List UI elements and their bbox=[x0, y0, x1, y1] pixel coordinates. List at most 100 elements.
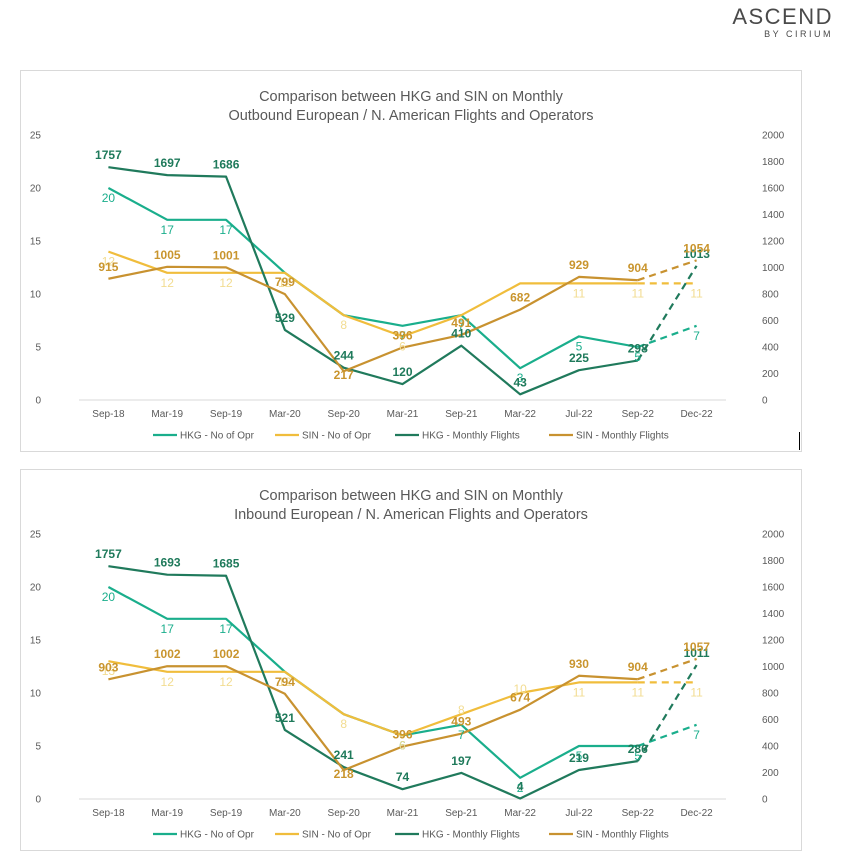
data-label: 1686 bbox=[213, 158, 240, 172]
data-label: 218 bbox=[334, 767, 354, 781]
data-label: 241 bbox=[334, 748, 354, 762]
left-axis-tick-label: 25 bbox=[30, 530, 42, 541]
legend-label: SIN - No of Opr bbox=[302, 431, 372, 442]
x-axis-tick-label: Sep-22 bbox=[622, 808, 655, 819]
data-label: 1685 bbox=[213, 557, 240, 571]
x-axis-tick-label: Mar-20 bbox=[269, 808, 301, 819]
data-label: 1013 bbox=[683, 247, 710, 261]
right-axis-tick-label: 1200 bbox=[762, 237, 785, 248]
data-label: 915 bbox=[98, 260, 118, 274]
left-axis-tick-label: 0 bbox=[35, 396, 41, 407]
series-line bbox=[108, 665, 638, 772]
series-line bbox=[107, 586, 638, 779]
outbound-chart: Comparison between HKG and SIN on Monthl… bbox=[30, 89, 785, 442]
right-axis-tick-label: 600 bbox=[762, 316, 779, 327]
series-line bbox=[108, 265, 638, 373]
data-label: 5 bbox=[576, 749, 583, 763]
data-label: 197 bbox=[451, 754, 471, 768]
right-axis-tick-label: 800 bbox=[762, 689, 779, 700]
data-label: 5 bbox=[634, 749, 641, 763]
x-axis-tick-label: Sep-19 bbox=[210, 808, 243, 819]
right-axis-tick-label: 1400 bbox=[762, 210, 785, 221]
data-label: 1005 bbox=[154, 248, 181, 262]
legend-label: SIN - No of Opr bbox=[302, 830, 372, 841]
x-axis-tick-label: Mar-22 bbox=[504, 409, 536, 420]
legend-label: SIN - Monthly Flights bbox=[576, 830, 669, 841]
right-axis-tick-label: 600 bbox=[762, 715, 779, 726]
data-label: 298 bbox=[628, 342, 648, 356]
data-label: 8 bbox=[458, 703, 465, 717]
x-axis-tick-label: Sep-20 bbox=[328, 409, 361, 420]
data-label: 20 bbox=[102, 191, 116, 205]
data-label: 4 bbox=[517, 779, 524, 793]
data-label: 17 bbox=[219, 622, 233, 636]
data-label: 682 bbox=[510, 291, 530, 305]
series-forecast-line bbox=[636, 265, 698, 362]
data-label: 491 bbox=[451, 316, 471, 330]
right-axis-tick-label: 0 bbox=[762, 396, 768, 407]
data-label: 43 bbox=[513, 375, 527, 389]
data-label: 799 bbox=[275, 275, 295, 289]
legend-label: HKG - No of Opr bbox=[180, 830, 255, 841]
x-axis-tick-label: Dec-22 bbox=[680, 808, 713, 819]
data-label: 493 bbox=[451, 715, 471, 729]
right-axis-tick-label: 1200 bbox=[762, 636, 785, 647]
data-label: 11 bbox=[690, 685, 703, 699]
data-label: 929 bbox=[569, 258, 589, 272]
chart-title-line: Inbound European / N. American Flights a… bbox=[234, 507, 588, 523]
right-axis-tick-label: 1000 bbox=[762, 263, 785, 274]
left-axis-tick-label: 5 bbox=[35, 742, 41, 753]
left-axis-tick-label: 20 bbox=[30, 184, 42, 195]
x-axis-tick-label: Mar-21 bbox=[387, 808, 419, 819]
data-label: 6 bbox=[399, 738, 406, 752]
right-axis-tick-label: 200 bbox=[762, 369, 779, 380]
right-axis-tick-label: 0 bbox=[762, 795, 768, 806]
data-label: 903 bbox=[98, 660, 118, 674]
x-axis-tick-label: Mar-19 bbox=[151, 808, 183, 819]
data-label: 904 bbox=[628, 261, 648, 275]
data-label: 11 bbox=[573, 685, 586, 699]
data-label: 3 bbox=[517, 371, 524, 385]
data-label: 521 bbox=[275, 711, 295, 725]
data-label: 8 bbox=[340, 318, 347, 332]
series-line bbox=[107, 187, 638, 370]
chart-title-line: Comparison between HKG and SIN on Monthl… bbox=[259, 488, 564, 504]
series-forecast-line bbox=[637, 259, 697, 282]
series-line bbox=[108, 166, 638, 396]
data-label: 225 bbox=[569, 351, 589, 365]
left-axis-tick-label: 10 bbox=[30, 290, 42, 301]
x-axis-tick-label: Sep-19 bbox=[210, 409, 243, 420]
data-label: 12 bbox=[161, 675, 175, 689]
data-label: 11 bbox=[573, 286, 586, 300]
x-axis-tick-label: Jul-22 bbox=[565, 808, 593, 819]
data-label: 1002 bbox=[154, 647, 181, 661]
data-label: 1002 bbox=[213, 647, 240, 661]
data-label: 7 bbox=[458, 318, 465, 332]
x-axis-tick-label: Jul-22 bbox=[565, 409, 593, 420]
series-forecast-line bbox=[637, 324, 697, 349]
right-axis-tick-label: 1800 bbox=[762, 157, 785, 168]
data-label: 904 bbox=[628, 660, 648, 674]
data-label: 674 bbox=[510, 691, 530, 705]
data-label: 12 bbox=[219, 675, 233, 689]
data-label: 13 bbox=[102, 664, 116, 678]
right-axis-tick-label: 1800 bbox=[762, 556, 785, 567]
x-axis-tick-label: Sep-21 bbox=[445, 808, 478, 819]
data-label: 396 bbox=[392, 329, 412, 343]
data-label: 11 bbox=[632, 286, 645, 300]
logo-subtitle: BY CIRIUM bbox=[764, 29, 833, 39]
data-label: 5 bbox=[576, 339, 583, 353]
x-axis-tick-label: Mar-20 bbox=[269, 409, 301, 420]
x-axis-tick-label: Mar-22 bbox=[504, 808, 536, 819]
data-label: 1757 bbox=[95, 547, 122, 561]
data-label: 1001 bbox=[213, 248, 240, 262]
data-label: 1697 bbox=[154, 156, 181, 170]
x-axis-tick-label: Sep-18 bbox=[92, 409, 125, 420]
left-axis-tick-label: 0 bbox=[35, 795, 41, 806]
data-label: 17 bbox=[161, 223, 175, 237]
chart-title-line: Comparison between HKG and SIN on Monthl… bbox=[259, 89, 564, 105]
data-label: 12 bbox=[278, 675, 292, 689]
data-label: 5 bbox=[634, 350, 641, 364]
x-axis-tick-label: Sep-18 bbox=[92, 808, 125, 819]
data-label: 8 bbox=[340, 717, 347, 731]
